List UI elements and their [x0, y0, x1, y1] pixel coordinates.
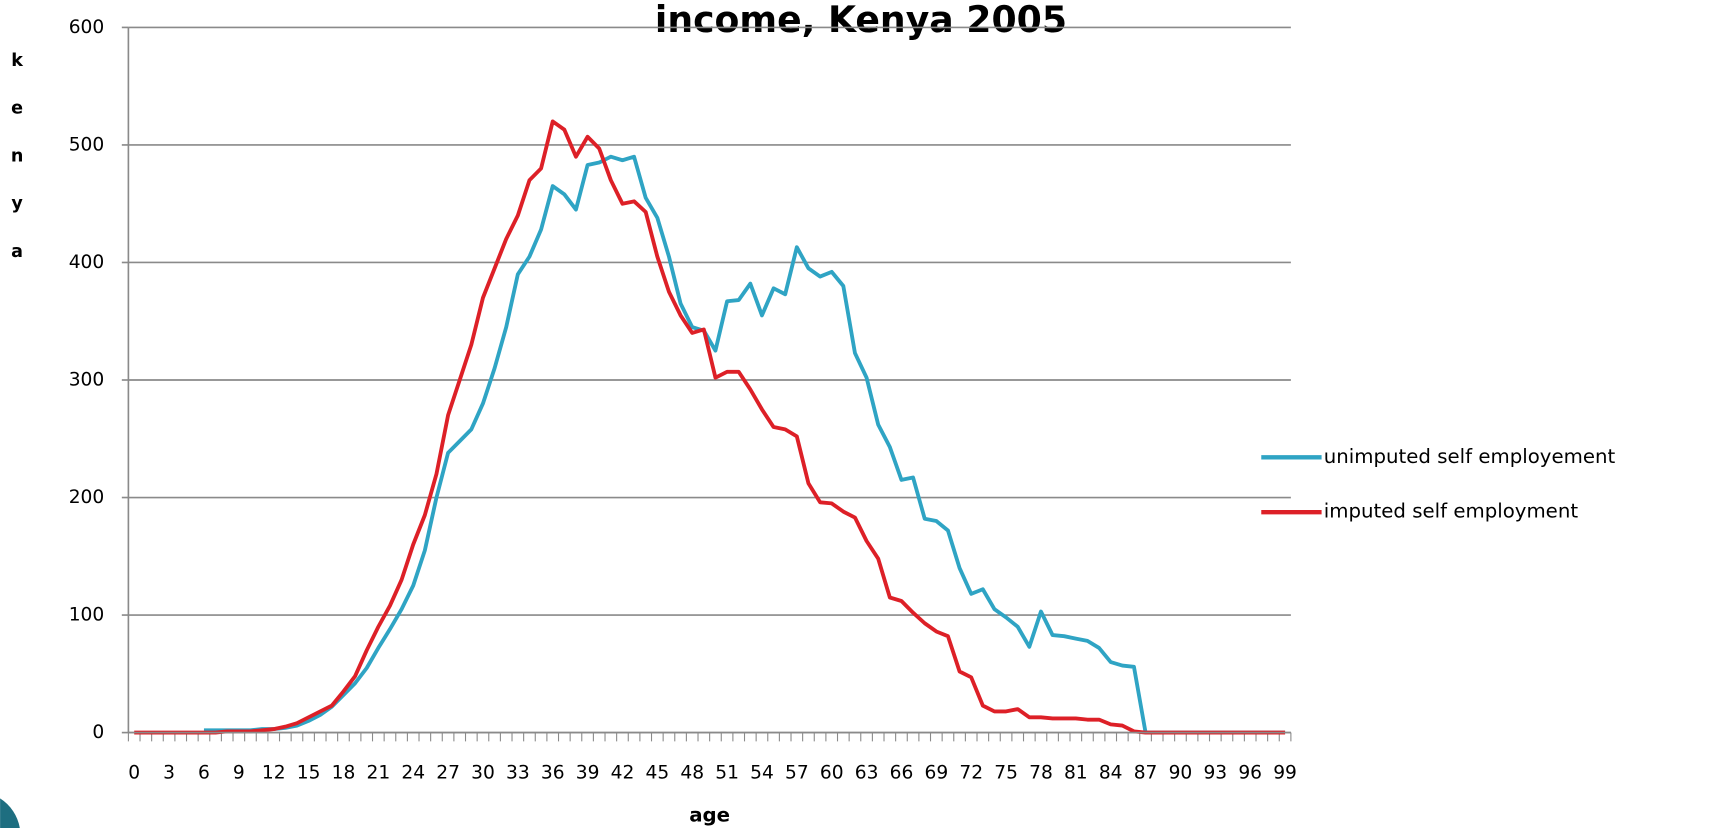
x-tick-label: 69	[924, 763, 948, 784]
x-tick-label: 30	[471, 763, 495, 784]
y-tick-label: 200	[69, 487, 105, 508]
y-tick-label: 600	[69, 17, 105, 38]
x-tick-label: 99	[1273, 763, 1297, 784]
x-tick-label: 81	[1064, 763, 1088, 784]
y-tick-label: 0	[92, 722, 104, 743]
x-tick-label: 42	[611, 763, 635, 784]
x-tick-label: 60	[820, 763, 844, 784]
x-tick-label: 36	[541, 763, 565, 784]
x-tick-label: 96	[1238, 763, 1262, 784]
corner-decoration	[0, 798, 20, 828]
x-tick-label: 93	[1203, 763, 1227, 784]
y-tick-label: 500	[69, 134, 105, 155]
series-line	[203, 154, 1286, 735]
x-tick-label: 39	[576, 763, 600, 784]
x-tick-label: 3	[163, 763, 175, 784]
x-tick-label: 45	[645, 763, 669, 784]
x-tick-label: 51	[715, 763, 739, 784]
x-tick-label: 75	[994, 763, 1018, 784]
x-tick-label: 78	[1029, 763, 1053, 784]
legend-label: imputed self employment	[1324, 500, 1579, 523]
y-tick-label: 400	[69, 252, 105, 273]
x-tick-label: 15	[297, 763, 321, 784]
x-tick-label: 66	[890, 763, 914, 784]
x-tick-label: 48	[680, 763, 704, 784]
y-tick-label: 300	[69, 370, 105, 391]
y-axis-label: kenya shillings	[6, 49, 28, 289]
x-tick-label: 6	[198, 763, 210, 784]
x-tick-label: 72	[959, 763, 983, 784]
series-line	[134, 119, 1286, 735]
x-tick-label: 63	[855, 763, 879, 784]
x-tick-label: 9	[233, 763, 245, 784]
x-axis-label: age	[689, 803, 730, 826]
x-tick-label: 18	[332, 763, 356, 784]
y-axis-label-box: kenya shillings	[6, 49, 28, 289]
x-tick-label: 33	[506, 763, 530, 784]
legend-label: unimputed self employement	[1324, 445, 1616, 468]
x-tick-label: 24	[401, 763, 425, 784]
x-tick-label: 54	[750, 763, 774, 784]
x-tick-label: 87	[1134, 763, 1158, 784]
x-tick-label: 27	[436, 763, 460, 784]
x-tick-label: 12	[262, 763, 286, 784]
x-tick-label: 84	[1099, 763, 1123, 784]
chart-title: income, Kenya 2005	[655, 0, 1067, 41]
x-tick-label: 57	[785, 763, 809, 784]
x-tick-label: 21	[366, 763, 390, 784]
x-tick-label: 0	[128, 763, 140, 784]
y-tick-label: 100	[69, 605, 105, 626]
x-tick-label: 90	[1169, 763, 1193, 784]
